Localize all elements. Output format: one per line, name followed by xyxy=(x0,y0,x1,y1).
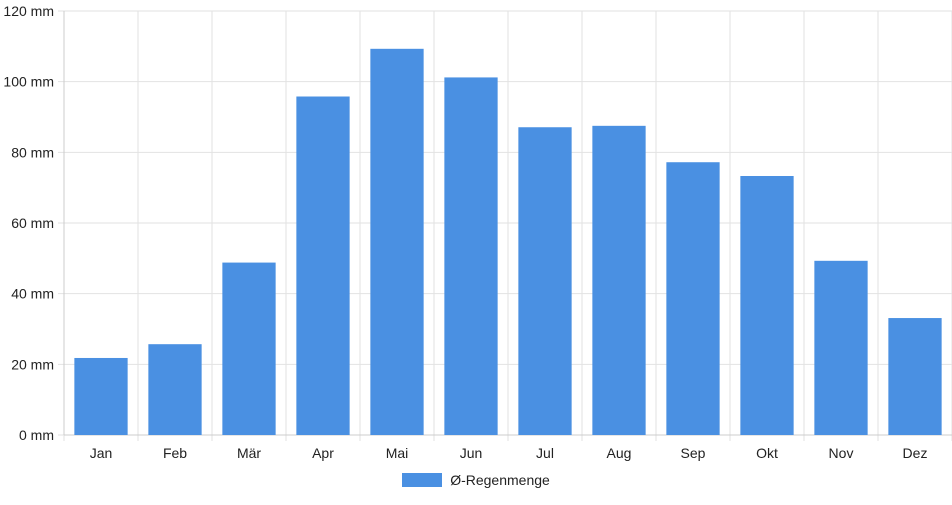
y-tick-label: 80 mm xyxy=(11,144,54,160)
x-tick-label: Mär xyxy=(237,445,261,461)
bar-mai[interactable] xyxy=(370,48,424,435)
x-tick-label: Okt xyxy=(756,445,778,461)
x-tick-label: Jan xyxy=(90,445,113,461)
bar-jun[interactable] xyxy=(444,77,498,435)
x-tick-label: Sep xyxy=(681,445,706,461)
axes xyxy=(63,11,952,436)
legend[interactable]: Ø-Regenmenge xyxy=(0,472,952,488)
bar-sep[interactable] xyxy=(666,162,720,435)
y-tick-label: 0 mm xyxy=(19,427,54,443)
y-tick-label: 40 mm xyxy=(11,286,54,302)
y-tick-label: 60 mm xyxy=(11,215,54,231)
x-tick-label: Mai xyxy=(386,445,409,461)
bar-feb[interactable] xyxy=(148,344,202,435)
y-tick-label: 100 mm xyxy=(3,74,54,90)
legend-swatch[interactable] xyxy=(402,473,443,487)
y-tick-labels: 0 mm 20 mm 40 mm 60 mm 80 mm 100 mm 120 mm xyxy=(3,3,54,443)
x-tick-label: Jul xyxy=(536,445,554,461)
x-tick-label: Aug xyxy=(607,445,632,461)
y-tick-label: 20 mm xyxy=(11,356,54,372)
bars xyxy=(74,48,942,436)
x-tick-label: Apr xyxy=(312,445,334,461)
grid xyxy=(58,10,952,441)
x-tick-labels: Jan Feb Mär Apr Mai Jun Jul Aug Sep Okt Nov Dez xyxy=(90,445,928,461)
bar-mär[interactable] xyxy=(222,262,276,435)
bar-okt[interactable] xyxy=(740,176,794,436)
bar-jan[interactable] xyxy=(74,357,128,435)
y-tick-label: 120 mm xyxy=(3,3,54,19)
x-tick-label: Feb xyxy=(163,445,187,461)
x-tick-label: Jun xyxy=(460,445,483,461)
bar-aug[interactable] xyxy=(592,125,646,435)
bar-dez[interactable] xyxy=(888,318,942,435)
x-tick-label: Dez xyxy=(903,445,928,461)
x-tick-label: Nov xyxy=(829,445,854,461)
legend-label[interactable]: Ø-Regenmenge xyxy=(450,472,550,488)
bar-jul[interactable] xyxy=(518,127,572,435)
bar-nov[interactable] xyxy=(814,260,868,435)
bar-apr[interactable] xyxy=(296,96,350,436)
